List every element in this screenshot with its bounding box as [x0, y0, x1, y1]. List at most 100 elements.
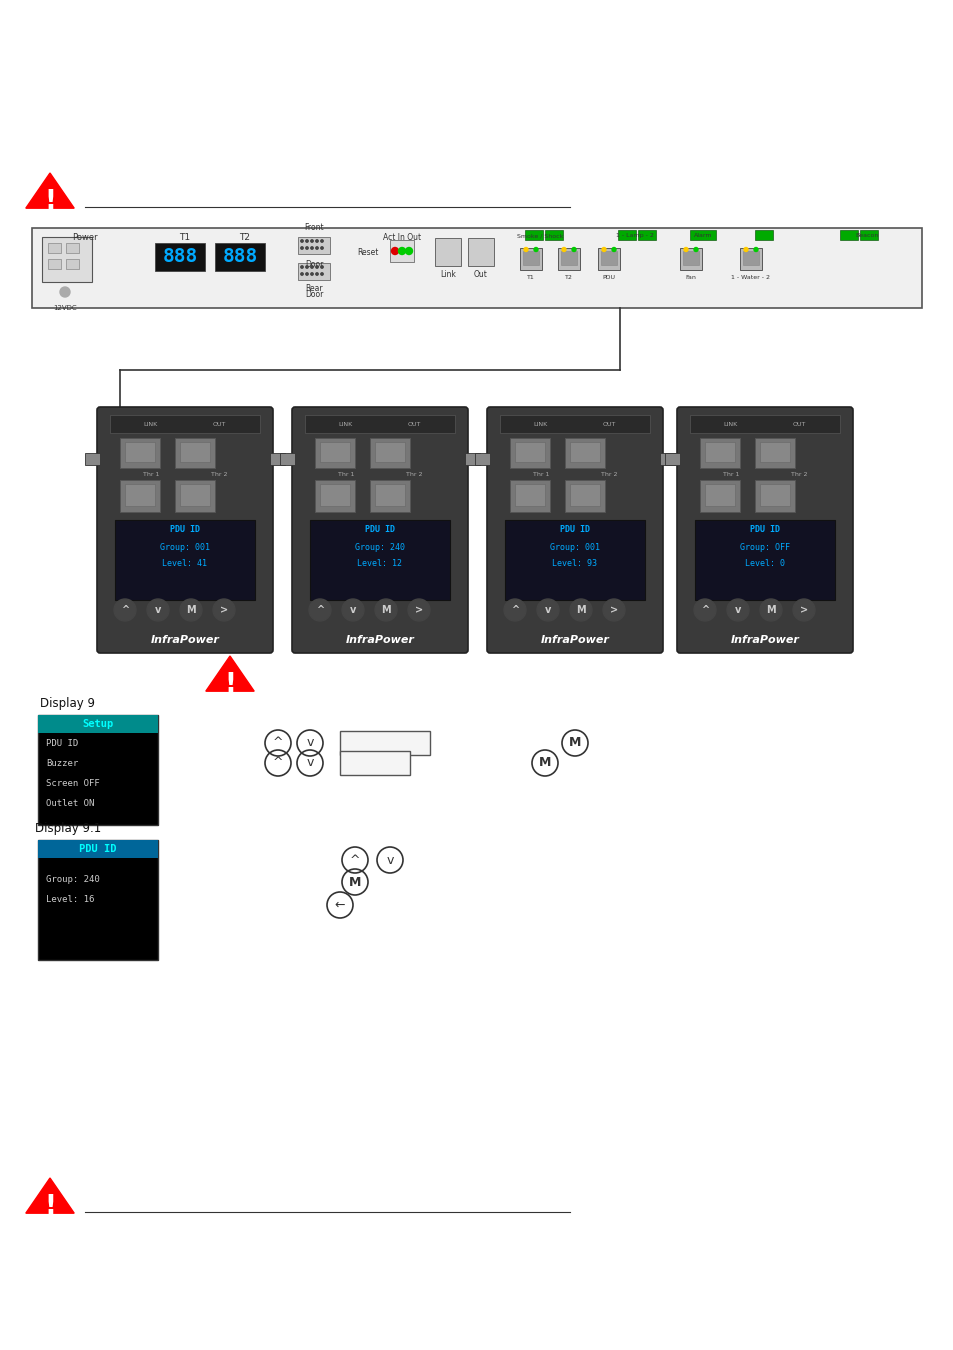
FancyBboxPatch shape — [97, 406, 273, 653]
Text: OUT: OUT — [601, 421, 615, 427]
Circle shape — [503, 599, 525, 621]
FancyBboxPatch shape — [180, 485, 210, 506]
FancyBboxPatch shape — [695, 520, 834, 599]
Circle shape — [726, 599, 748, 621]
Text: M: M — [568, 737, 580, 749]
Circle shape — [300, 273, 303, 275]
FancyBboxPatch shape — [510, 481, 550, 512]
Circle shape — [309, 599, 331, 621]
FancyBboxPatch shape — [689, 414, 840, 433]
Circle shape — [375, 599, 396, 621]
Text: Thr 1: Thr 1 — [722, 471, 739, 477]
FancyBboxPatch shape — [569, 441, 599, 462]
FancyBboxPatch shape — [38, 716, 158, 733]
FancyBboxPatch shape — [464, 454, 479, 464]
Circle shape — [320, 247, 323, 250]
Text: Group: 240: Group: 240 — [355, 544, 405, 552]
FancyBboxPatch shape — [85, 454, 100, 464]
FancyBboxPatch shape — [297, 238, 330, 254]
Circle shape — [561, 247, 565, 251]
Polygon shape — [206, 656, 253, 691]
Circle shape — [408, 599, 430, 621]
Text: Outlet ON: Outlet ON — [46, 798, 94, 807]
FancyBboxPatch shape — [314, 437, 355, 468]
Text: Thr 2: Thr 2 — [211, 471, 227, 477]
Text: >: > — [415, 605, 422, 616]
Circle shape — [569, 599, 592, 621]
FancyBboxPatch shape — [38, 840, 158, 960]
Text: OUT: OUT — [213, 421, 226, 427]
Text: Group: 240: Group: 240 — [46, 876, 100, 884]
FancyBboxPatch shape — [700, 437, 740, 468]
Text: PDU: PDU — [602, 275, 615, 279]
Text: Front: Front — [304, 223, 323, 232]
Circle shape — [315, 266, 318, 269]
Circle shape — [300, 266, 303, 269]
Circle shape — [320, 273, 323, 275]
Text: InfraPower: InfraPower — [540, 634, 609, 645]
FancyBboxPatch shape — [740, 248, 761, 270]
Circle shape — [320, 266, 323, 269]
FancyBboxPatch shape — [522, 251, 538, 265]
Circle shape — [693, 247, 698, 251]
FancyBboxPatch shape — [435, 238, 460, 266]
Circle shape — [693, 599, 716, 621]
FancyBboxPatch shape — [390, 240, 414, 262]
FancyBboxPatch shape — [120, 481, 160, 512]
Text: PDU ID: PDU ID — [749, 525, 780, 535]
Circle shape — [612, 247, 616, 251]
FancyBboxPatch shape — [125, 441, 154, 462]
FancyBboxPatch shape — [280, 454, 294, 464]
FancyBboxPatch shape — [760, 441, 789, 462]
Text: OUT: OUT — [792, 421, 805, 427]
Text: Screen OFF: Screen OFF — [46, 779, 100, 787]
Circle shape — [320, 240, 323, 242]
FancyBboxPatch shape — [42, 238, 91, 282]
FancyBboxPatch shape — [515, 485, 544, 506]
Text: 888: 888 — [162, 247, 197, 266]
Text: Door: Door — [305, 261, 323, 269]
FancyBboxPatch shape — [110, 414, 260, 433]
FancyBboxPatch shape — [174, 437, 214, 468]
Circle shape — [315, 247, 318, 250]
Text: 12VDC: 12VDC — [53, 305, 77, 310]
Text: Display 9: Display 9 — [40, 697, 95, 710]
Text: ←: ← — [335, 899, 345, 911]
Circle shape — [572, 247, 576, 251]
Text: M: M — [538, 756, 551, 770]
FancyBboxPatch shape — [48, 259, 61, 269]
FancyBboxPatch shape — [38, 716, 158, 825]
Circle shape — [311, 247, 313, 250]
Text: ^: ^ — [350, 853, 360, 867]
Text: Group: 001: Group: 001 — [550, 544, 599, 552]
FancyBboxPatch shape — [468, 238, 494, 266]
Text: Display 9.1: Display 9.1 — [35, 822, 101, 836]
Text: Thr 1: Thr 1 — [337, 471, 354, 477]
Text: M: M — [576, 605, 585, 616]
Text: T2: T2 — [239, 234, 251, 242]
Text: Group: OFF: Group: OFF — [740, 544, 789, 552]
Text: Thr 2: Thr 2 — [790, 471, 806, 477]
Text: Thr 2: Thr 2 — [405, 471, 422, 477]
FancyBboxPatch shape — [519, 248, 541, 270]
Text: ^: ^ — [511, 605, 518, 616]
Text: 1 - Lamp - 2: 1 - Lamp - 2 — [616, 234, 653, 238]
FancyBboxPatch shape — [677, 406, 852, 653]
Circle shape — [311, 273, 313, 275]
FancyBboxPatch shape — [115, 520, 254, 599]
FancyBboxPatch shape — [375, 485, 405, 506]
FancyBboxPatch shape — [66, 259, 79, 269]
Text: InfraPower: InfraPower — [151, 634, 219, 645]
Text: v: v — [734, 605, 740, 616]
FancyBboxPatch shape — [339, 730, 430, 755]
Circle shape — [113, 599, 136, 621]
Text: ^: ^ — [273, 737, 283, 749]
Text: v: v — [154, 605, 161, 616]
Text: Group: 001: Group: 001 — [160, 544, 210, 552]
FancyBboxPatch shape — [486, 406, 662, 653]
FancyBboxPatch shape — [310, 520, 450, 599]
Circle shape — [311, 240, 313, 242]
Text: T1: T1 — [527, 275, 535, 279]
FancyBboxPatch shape — [125, 485, 154, 506]
Circle shape — [213, 599, 234, 621]
